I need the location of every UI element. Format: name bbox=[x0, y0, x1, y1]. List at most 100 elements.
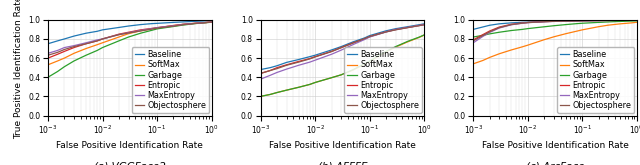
MaxEntropy bbox=[191, 22, 199, 24]
Baseline bbox=[508, 22, 515, 24]
Objectosphere bbox=[208, 21, 216, 23]
SoftMax bbox=[306, 83, 314, 85]
MaxEntropy bbox=[170, 25, 177, 27]
Objectosphere bbox=[633, 19, 640, 21]
Entropic bbox=[257, 72, 264, 74]
Entropic bbox=[170, 25, 177, 27]
Baseline bbox=[349, 41, 357, 43]
SoftMax bbox=[273, 92, 281, 94]
Entropic bbox=[633, 19, 640, 21]
MaxEntropy bbox=[266, 74, 274, 76]
Baseline bbox=[404, 26, 412, 28]
Garbage bbox=[328, 77, 335, 79]
SoftMax bbox=[524, 44, 532, 46]
Garbage bbox=[61, 66, 68, 68]
Entropic bbox=[508, 23, 515, 25]
Line: MaxEntropy: MaxEntropy bbox=[260, 25, 424, 79]
Objectosphere bbox=[70, 46, 78, 48]
Objectosphere bbox=[579, 20, 586, 22]
Garbage bbox=[273, 92, 281, 94]
Garbage bbox=[153, 28, 161, 30]
Entropic bbox=[486, 30, 493, 32]
Objectosphere bbox=[257, 72, 264, 74]
SoftMax bbox=[83, 48, 90, 50]
Text: (a) VGGFace2: (a) VGGFace2 bbox=[94, 161, 166, 165]
Baseline bbox=[295, 59, 303, 61]
SoftMax bbox=[633, 21, 640, 23]
MaxEntropy bbox=[306, 61, 314, 63]
Objectosphere bbox=[479, 34, 486, 36]
Baseline bbox=[595, 19, 602, 21]
Baseline bbox=[115, 26, 123, 28]
Entropic bbox=[179, 23, 187, 25]
Baseline bbox=[283, 61, 291, 63]
SoftMax bbox=[54, 60, 61, 62]
Garbage bbox=[83, 54, 90, 56]
Legend: Baseline, SoftMax, Garbage, Entropic, MaxEntropy, Objectosphere: Baseline, SoftMax, Garbage, Entropic, Ma… bbox=[132, 47, 209, 113]
Objectosphere bbox=[295, 61, 303, 63]
Garbage bbox=[382, 50, 390, 52]
SoftMax bbox=[115, 36, 123, 38]
Baseline bbox=[616, 19, 624, 21]
Entropic bbox=[550, 20, 557, 22]
Baseline bbox=[148, 23, 156, 25]
Garbage bbox=[469, 36, 477, 38]
MaxEntropy bbox=[202, 21, 210, 23]
MaxEntropy bbox=[137, 29, 145, 31]
Line: SoftMax: SoftMax bbox=[260, 35, 424, 96]
Line: Garbage: Garbage bbox=[473, 21, 637, 37]
Entropic bbox=[83, 43, 90, 45]
Garbage bbox=[337, 74, 345, 76]
MaxEntropy bbox=[604, 19, 612, 21]
SoftMax bbox=[382, 51, 390, 53]
SoftMax bbox=[595, 26, 602, 28]
MaxEntropy bbox=[633, 19, 640, 21]
Garbage bbox=[479, 34, 486, 36]
Entropic bbox=[360, 38, 368, 40]
SoftMax bbox=[579, 29, 586, 31]
Entropic bbox=[628, 19, 636, 21]
SoftMax bbox=[257, 95, 264, 97]
Baseline bbox=[633, 19, 640, 21]
Garbage bbox=[306, 83, 314, 85]
Entropic bbox=[382, 31, 390, 33]
Baseline bbox=[366, 35, 374, 37]
Line: Baseline: Baseline bbox=[473, 20, 637, 29]
Garbage bbox=[283, 89, 291, 91]
Entropic bbox=[595, 20, 602, 22]
Entropic bbox=[266, 69, 274, 71]
Baseline bbox=[328, 49, 335, 51]
Baseline bbox=[125, 25, 132, 27]
MaxEntropy bbox=[524, 22, 532, 24]
Garbage bbox=[99, 47, 106, 49]
Objectosphere bbox=[382, 31, 390, 33]
Garbage bbox=[573, 23, 581, 25]
Entropic bbox=[518, 22, 526, 24]
Objectosphere bbox=[153, 27, 161, 29]
Entropic bbox=[273, 67, 281, 69]
Objectosphere bbox=[99, 38, 106, 40]
Line: Garbage: Garbage bbox=[260, 35, 424, 96]
Garbage bbox=[208, 21, 216, 23]
SoftMax bbox=[202, 21, 210, 23]
Line: Objectosphere: Objectosphere bbox=[48, 22, 212, 55]
Baseline bbox=[153, 22, 161, 24]
Text: (c) ArcFace: (c) ArcFace bbox=[525, 161, 584, 165]
Entropic bbox=[93, 40, 101, 42]
Baseline bbox=[191, 20, 199, 22]
Garbage bbox=[311, 82, 319, 83]
Entropic bbox=[524, 21, 532, 23]
Objectosphere bbox=[115, 34, 123, 36]
SoftMax bbox=[283, 89, 291, 91]
MaxEntropy bbox=[616, 19, 624, 21]
Entropic bbox=[404, 26, 412, 28]
MaxEntropy bbox=[179, 23, 187, 25]
Garbage bbox=[404, 40, 412, 42]
SoftMax bbox=[616, 23, 624, 25]
Baseline bbox=[208, 20, 216, 22]
SoftMax bbox=[360, 63, 368, 65]
MaxEntropy bbox=[115, 34, 123, 36]
Baseline bbox=[54, 40, 61, 42]
Entropic bbox=[479, 34, 486, 36]
Objectosphere bbox=[306, 58, 314, 60]
